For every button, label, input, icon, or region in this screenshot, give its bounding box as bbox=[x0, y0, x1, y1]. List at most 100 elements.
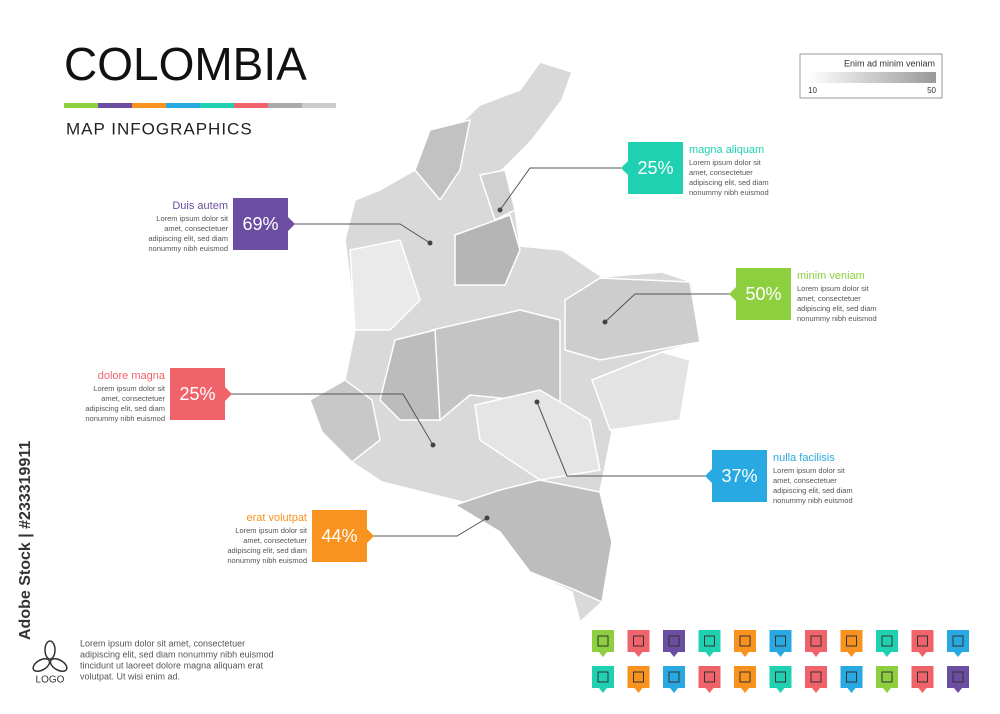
icon-tag bbox=[592, 630, 614, 652]
icon-glyph bbox=[952, 635, 964, 647]
icon-tag-tip bbox=[599, 652, 607, 657]
callout-text: Lorem ipsum dolor sit bbox=[156, 214, 229, 223]
callout-text: Lorem ipsum dolor sit bbox=[689, 158, 762, 167]
logo-petal bbox=[49, 658, 68, 672]
color-segment bbox=[200, 103, 234, 108]
logo-petal bbox=[32, 658, 51, 672]
leader-line bbox=[231, 393, 434, 446]
value-label: 69% bbox=[242, 214, 278, 234]
icon-glyph bbox=[952, 671, 964, 683]
icon-tag-tip bbox=[741, 652, 749, 657]
region bbox=[309, 379, 381, 464]
icon-tag-tip bbox=[918, 688, 927, 693]
icon-glyph bbox=[881, 671, 893, 683]
icon-glyph bbox=[704, 635, 715, 647]
icon-tag-tip bbox=[776, 688, 785, 693]
leader-line bbox=[294, 223, 431, 244]
icon-tag bbox=[627, 666, 650, 688]
legend-min: 10 bbox=[808, 86, 817, 95]
icon-tag bbox=[734, 666, 756, 688]
icon-tag-tip bbox=[670, 652, 678, 657]
icon-tag bbox=[592, 666, 614, 688]
icon-tag-tip bbox=[918, 652, 927, 657]
icon-tag bbox=[663, 666, 685, 688]
callout-text: adipiscing elit, sed diam bbox=[227, 546, 307, 555]
icon-glyph bbox=[668, 671, 680, 683]
logo-text: LOGO bbox=[36, 675, 65, 686]
value-box bbox=[170, 368, 232, 420]
icon-tag-tip bbox=[634, 688, 643, 693]
icon-tag bbox=[805, 666, 827, 688]
callout-text: amet, consectetuer bbox=[101, 394, 165, 403]
map bbox=[309, 61, 701, 624]
icon-glyph bbox=[810, 635, 822, 647]
callout-text: adipiscing elit, sed diam bbox=[797, 304, 877, 313]
callout-text: nonummy nibh euismod bbox=[85, 414, 165, 423]
callout-text: Lorem ipsum dolor sit bbox=[797, 284, 870, 293]
value-box bbox=[705, 450, 767, 502]
leader-line bbox=[536, 401, 706, 477]
value-box bbox=[312, 510, 374, 562]
callout-text: nonummy nibh euismod bbox=[689, 188, 769, 197]
callout-title: magna aliquam bbox=[689, 144, 764, 156]
icon-tag bbox=[627, 630, 650, 652]
value-box bbox=[233, 198, 295, 250]
callout-title: erat volutpat bbox=[246, 512, 307, 524]
callout: 25% magna aliquam Lorem ipsum dolor sitame… bbox=[497, 142, 769, 213]
region bbox=[474, 389, 601, 481]
icon-tag-tip bbox=[847, 652, 856, 657]
value-label: 25% bbox=[179, 384, 215, 404]
value-box bbox=[729, 268, 791, 320]
color-segment bbox=[302, 103, 336, 108]
icon-glyph bbox=[739, 635, 751, 647]
callout: 50% minim veniam Lorem ipsum dolor sitamet… bbox=[602, 268, 877, 325]
color-segment bbox=[64, 103, 98, 108]
callout-text: adipiscing elit, sed diam bbox=[85, 404, 165, 413]
leader-dot bbox=[430, 442, 436, 448]
icon-tag bbox=[734, 630, 756, 652]
icon-glyph bbox=[633, 671, 644, 683]
icon-tag-tip bbox=[705, 688, 714, 693]
color-segment bbox=[98, 103, 132, 108]
callout-text: amet, consectetuer bbox=[797, 294, 861, 303]
region bbox=[349, 239, 421, 331]
icon-tag bbox=[947, 666, 969, 688]
callout-text: Lorem ipsum dolor sit bbox=[93, 384, 166, 393]
icon-tag-tip bbox=[954, 688, 962, 693]
icon-tag-tip bbox=[954, 652, 962, 657]
value-label: 25% bbox=[637, 158, 673, 178]
callout-text: Lorem ipsum dolor sit bbox=[235, 526, 308, 535]
icon-glyph bbox=[597, 671, 609, 683]
leader-dot bbox=[497, 207, 503, 213]
icon-tag bbox=[876, 666, 898, 688]
icon-tag-tip bbox=[599, 688, 607, 693]
icon-tag-tip bbox=[812, 688, 820, 693]
leader-dot bbox=[602, 319, 608, 325]
icon-tag bbox=[769, 630, 792, 652]
icon-tag bbox=[663, 630, 685, 652]
icon-glyph bbox=[597, 635, 609, 647]
icon-glyph bbox=[704, 671, 715, 683]
legend-gradient bbox=[808, 72, 936, 83]
icon-tag bbox=[911, 630, 934, 652]
footer-text: Lorem ipsum dolor sit amet, consectetuer bbox=[80, 638, 245, 648]
callout-text: adipiscing elit, sed diam bbox=[148, 234, 228, 243]
icon-tag bbox=[911, 666, 934, 688]
icon-glyph bbox=[633, 635, 644, 647]
color-segment bbox=[268, 103, 302, 108]
icon-glyph bbox=[810, 671, 822, 683]
region bbox=[379, 329, 441, 421]
icon-tag bbox=[769, 666, 792, 688]
icon-tag-tip bbox=[670, 688, 678, 693]
color-bar bbox=[64, 103, 336, 108]
leader-dot bbox=[427, 240, 433, 246]
callout: 69% Duis autem Lorem ipsum dolor sitamet, … bbox=[148, 198, 433, 253]
region bbox=[591, 351, 691, 431]
subtitle: MAP INFOGRAPHICS bbox=[66, 119, 253, 138]
value-label: 44% bbox=[321, 526, 357, 546]
callout-text: adipiscing elit, sed diam bbox=[689, 178, 769, 187]
callout-text: nonummy nibh euismod bbox=[148, 244, 228, 253]
icon-glyph bbox=[775, 671, 786, 683]
